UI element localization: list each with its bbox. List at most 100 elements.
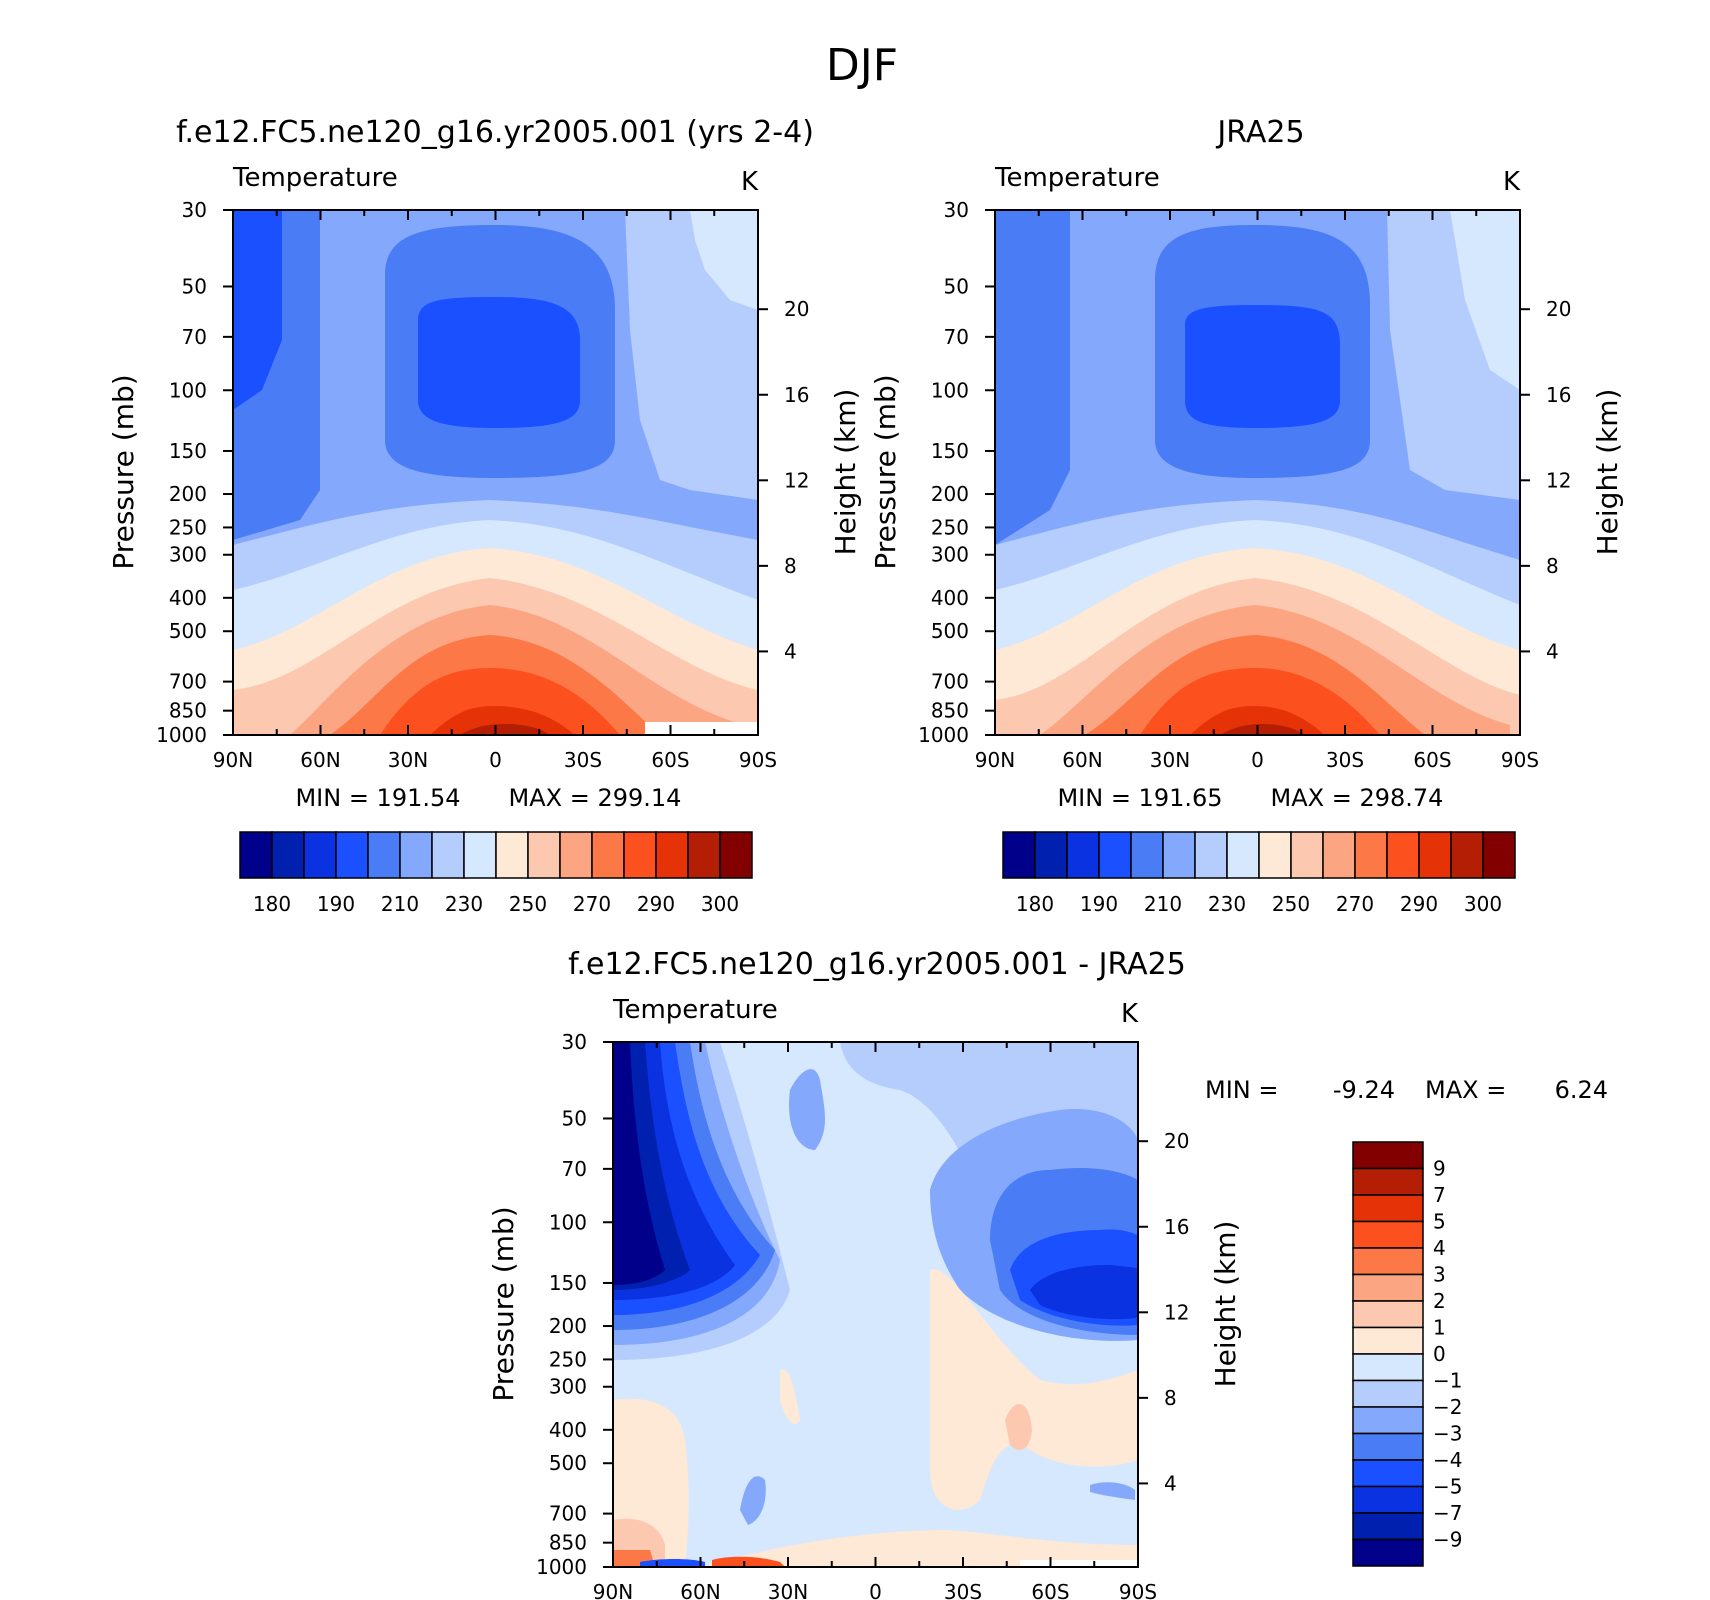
- panel-obs-contour-south-polar-core: [1450, 210, 1520, 390]
- x-tick-label: 0: [1251, 748, 1264, 772]
- colorbar-label: 300: [701, 892, 739, 916]
- pressure-tick-label: 50: [944, 274, 969, 298]
- colorbar-label: 4: [1433, 1236, 1446, 1260]
- height-tick-label: 8: [1164, 1386, 1177, 1410]
- pressure-tick-label: 30: [944, 198, 969, 222]
- colorbar-swatch: [559, 831, 593, 879]
- panel-diff-variable: Temperature: [612, 995, 778, 1025]
- colorbar-swatch: [719, 831, 753, 879]
- panel-obs-colorbar: 180 190 210 230 250 270 290 300: [1002, 831, 1516, 916]
- x-tick-label: 30S: [564, 748, 602, 772]
- panel-diff-contour-patch-neg2-low: [740, 1476, 766, 1525]
- pressure-tick-label: 150: [549, 1271, 587, 1295]
- colorbar-label: 0: [1433, 1342, 1446, 1366]
- panel-model-min-label: MIN = 191.54: [295, 784, 460, 812]
- pressure-tick-label: 1000: [156, 723, 207, 747]
- panel-obs-height-ticks: 20 16 12 8 4: [1520, 297, 1571, 663]
- colorbar-label: 3: [1433, 1263, 1446, 1287]
- figure-title: DJF: [826, 40, 898, 91]
- height-tick-label: 4: [1164, 1471, 1177, 1495]
- colorbar-label: −4: [1433, 1448, 1462, 1472]
- colorbar-swatch: [303, 831, 337, 879]
- panel-diff-ylabel-right: Height (km): [1209, 1221, 1242, 1388]
- panel-diff-plot-area: [613, 1042, 1138, 1567]
- height-tick-label: 12: [1164, 1300, 1189, 1324]
- colorbar-label: 230: [445, 892, 483, 916]
- pressure-tick-label: 850: [169, 699, 207, 723]
- panel-obs-contour-300: [1220, 724, 1305, 735]
- colorbar-swatch: [1002, 831, 1036, 879]
- height-tick-label: 4: [1546, 639, 1559, 663]
- x-tick-label: 60N: [1062, 748, 1102, 772]
- panel-obs-title: JRA25: [1215, 115, 1304, 150]
- height-tick-label: 16: [1164, 1215, 1189, 1239]
- panel-model-max-label: MAX = 299.14: [509, 784, 682, 812]
- colorbar-swatch: [1352, 1406, 1424, 1435]
- colorbar-label: 5: [1433, 1210, 1446, 1234]
- colorbar-swatch: [1352, 1379, 1424, 1408]
- pressure-tick-label: 200: [549, 1314, 587, 1338]
- x-tick-label: 90S: [1119, 1580, 1157, 1600]
- colorbar-swatch: [1352, 1141, 1424, 1170]
- panel-obs-plot-area: [995, 210, 1520, 735]
- panel-model-missing-data: [645, 722, 758, 735]
- panel-diff-contour-surface-pos5: [712, 1556, 785, 1567]
- colorbar-label: 270: [1336, 892, 1374, 916]
- panel-diff-max-value: 6.24: [1555, 1076, 1608, 1104]
- x-tick-label: 60N: [300, 748, 340, 772]
- pressure-tick-label: 400: [169, 586, 207, 610]
- panel-model-contour-tropopause-core: [418, 297, 580, 428]
- pressure-tick-label: 200: [169, 482, 207, 506]
- colorbar-swatch: [1352, 1300, 1424, 1329]
- panel-diff-ylabel-left: Pressure (mb): [487, 1206, 520, 1401]
- pressure-tick-label: 500: [931, 619, 969, 643]
- colorbar-swatch: [335, 831, 369, 879]
- x-tick-label: 0: [489, 748, 502, 772]
- pressure-tick-label: 200: [931, 482, 969, 506]
- height-tick-label: 20: [1546, 297, 1571, 321]
- panel-diff-min-value: -9.24: [1333, 1076, 1395, 1104]
- colorbar-swatch: [1194, 831, 1228, 879]
- panel-diff-height-ticks: 20 16 12 8 4: [1138, 1129, 1189, 1495]
- pressure-tick-label: 150: [931, 439, 969, 463]
- colorbar-swatch: [1098, 831, 1132, 879]
- pressure-tick-label: 250: [169, 515, 207, 539]
- x-tick-label: 90N: [593, 1580, 633, 1600]
- panel-diff-x-ticks: 90N 60N 30N 0 30S 60S 90S: [593, 1042, 1157, 1600]
- x-tick-label: 30N: [388, 748, 428, 772]
- pressure-tick-label: 50: [182, 274, 207, 298]
- pressure-tick-label: 100: [931, 378, 969, 402]
- colorbar-swatch: [1066, 831, 1100, 879]
- x-tick-label: 0: [869, 1580, 882, 1600]
- x-tick-label: 30N: [1150, 748, 1190, 772]
- colorbar-swatch: [1352, 1512, 1424, 1541]
- colorbar-label: −3: [1433, 1422, 1462, 1446]
- colorbar-label: −9: [1433, 1528, 1462, 1552]
- panel-model-height-ticks: 20 16 12 8 4: [758, 297, 809, 663]
- colorbar-swatch: [655, 831, 689, 879]
- panel-obs-ylabel-right: Height (km): [1591, 389, 1624, 556]
- panel-diff-contour-south-pos1: [930, 1269, 1138, 1510]
- colorbar-swatch: [623, 831, 657, 879]
- colorbar-swatch: [591, 831, 625, 879]
- panel-diff-contour-upper-neg1: [613, 1042, 1138, 1330]
- x-tick-label: 30S: [944, 1580, 982, 1600]
- panel-model-plot-area: [233, 210, 758, 735]
- x-tick-label: 60S: [1031, 1580, 1069, 1600]
- pressure-tick-label: 30: [562, 1030, 587, 1054]
- panel-model-ylabel-right: Height (km): [829, 389, 862, 556]
- colorbar-label: 9: [1433, 1157, 1446, 1181]
- colorbar-swatch: [1162, 831, 1196, 879]
- colorbar-swatch: [1352, 1167, 1424, 1196]
- panel-model-x-ticks: 90N 60N 30N 0 30S 60S 90S: [213, 210, 777, 772]
- panel-model-contour-300: [460, 724, 550, 735]
- x-tick-label: 90S: [1501, 748, 1539, 772]
- panel-obs-x-ticks: 90N 60N 30N 0 30S 60S 90S: [975, 210, 1539, 772]
- height-tick-label: 8: [1546, 554, 1559, 578]
- panel-obs-max-label: MAX = 298.74: [1271, 784, 1444, 812]
- height-tick-label: 16: [784, 383, 809, 407]
- colorbar-label: 1: [1433, 1316, 1446, 1340]
- colorbar-label: 270: [573, 892, 611, 916]
